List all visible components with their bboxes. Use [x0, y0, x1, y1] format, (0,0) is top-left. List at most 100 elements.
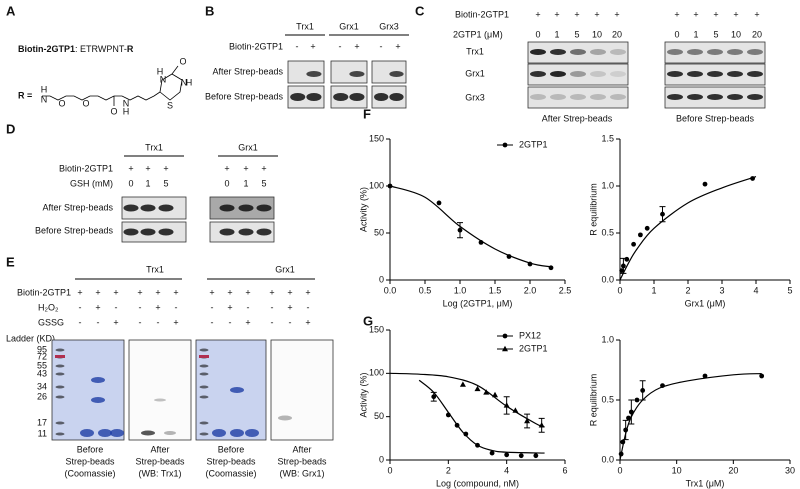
- sign: +: [209, 287, 214, 297]
- row-label: Before Strep-beads: [205, 91, 284, 101]
- x-tick-label: 2: [685, 285, 690, 295]
- band: [590, 94, 606, 100]
- dose: 10: [731, 29, 741, 39]
- band: [727, 94, 743, 100]
- gel-band: [91, 377, 105, 383]
- sign: +: [754, 9, 759, 19]
- sign: -: [307, 302, 310, 312]
- panel-label: G: [363, 313, 373, 328]
- band: [727, 49, 743, 55]
- sign: +: [113, 287, 118, 297]
- sign: -: [115, 302, 118, 312]
- band: [123, 204, 139, 212]
- band: [707, 49, 723, 55]
- band: [158, 204, 174, 212]
- data-point: [445, 412, 451, 418]
- dose: 1: [243, 178, 248, 188]
- x-tick-label: 1.5: [489, 285, 502, 295]
- sign: +: [155, 287, 160, 297]
- band: [140, 228, 156, 236]
- y-axis-label: R equilibrium: [588, 374, 598, 427]
- ladder-label: 11: [38, 428, 47, 438]
- sign: -: [211, 302, 214, 312]
- gel-band: [110, 429, 124, 437]
- band: [389, 71, 404, 77]
- x-tick-label: 4: [504, 465, 509, 475]
- band: [199, 348, 209, 352]
- data-point: [474, 385, 481, 392]
- dose: 5: [713, 29, 718, 39]
- sign: +: [674, 9, 679, 19]
- x-tick-label: 0.5: [419, 285, 432, 295]
- y-tick-label: 0.0: [601, 454, 614, 464]
- band: [610, 49, 626, 55]
- y-tick-label: 50: [374, 411, 384, 421]
- legend-label: 2GTP1: [519, 343, 548, 353]
- atom-label: O: [58, 98, 65, 108]
- x-tick-label: 3: [719, 285, 724, 295]
- data-point: [631, 241, 636, 247]
- sign: +: [594, 9, 599, 19]
- x-tick-label: 5: [787, 285, 792, 295]
- data-point: [518, 453, 524, 459]
- ladder-label: 43: [37, 368, 47, 378]
- band: [667, 49, 683, 55]
- column-label: Grx3: [379, 21, 399, 31]
- sign: -: [139, 317, 142, 327]
- sign: +: [95, 302, 100, 312]
- ladder-label: 17: [37, 417, 47, 427]
- protein-label: Grx3: [465, 92, 485, 102]
- band: [687, 71, 703, 77]
- data-point: [750, 176, 755, 181]
- band: [590, 71, 606, 77]
- sign: +: [395, 41, 400, 51]
- gel-band: [230, 387, 244, 393]
- data-point: [387, 183, 393, 189]
- band: [306, 71, 322, 77]
- band: [550, 71, 566, 77]
- band: [55, 372, 65, 376]
- fit-curve: [389, 372, 545, 428]
- dose: 1: [145, 178, 150, 188]
- caption: Strep-beads: [277, 456, 327, 466]
- x-tick-label: 4: [753, 285, 758, 295]
- structure-ring: [159, 73, 183, 101]
- band: [290, 93, 306, 101]
- band: [55, 385, 65, 389]
- dose: 5: [163, 178, 168, 188]
- data-point: [634, 397, 640, 403]
- row-label: GSH (mM): [70, 178, 113, 188]
- sign: -: [79, 302, 82, 312]
- data-point: [524, 417, 531, 424]
- band: [570, 49, 586, 55]
- sign: +: [713, 9, 718, 19]
- band: [199, 372, 209, 376]
- ladder-marker: [55, 355, 65, 358]
- atom-label: H: [186, 77, 193, 87]
- y-tick-label: 0.5: [601, 394, 614, 404]
- column-label: Grx1: [275, 264, 295, 274]
- band: [256, 204, 272, 212]
- band: [278, 415, 292, 421]
- sign: +: [535, 9, 540, 19]
- data-point: [436, 200, 442, 206]
- gel-band: [98, 429, 112, 437]
- band: [530, 71, 546, 77]
- sign: +: [287, 287, 292, 297]
- sign: +: [554, 9, 559, 19]
- band: [374, 93, 389, 101]
- peptide-seq: : ETRWPNT-: [75, 44, 127, 54]
- sign: +: [145, 163, 150, 173]
- band: [550, 49, 566, 55]
- data-point: [621, 263, 626, 269]
- sign: +: [128, 163, 133, 173]
- y-tick-label: 150: [369, 324, 384, 334]
- ladder-title: Ladder (KD): [6, 333, 55, 343]
- atom-label: O: [110, 106, 117, 116]
- blot: [371, 60, 407, 84]
- band: [306, 93, 322, 101]
- caption: Strep-beads: [206, 456, 256, 466]
- atom-label: N: [41, 94, 48, 104]
- y-axis-label: Activity (%): [358, 372, 368, 417]
- sign: -: [79, 317, 82, 327]
